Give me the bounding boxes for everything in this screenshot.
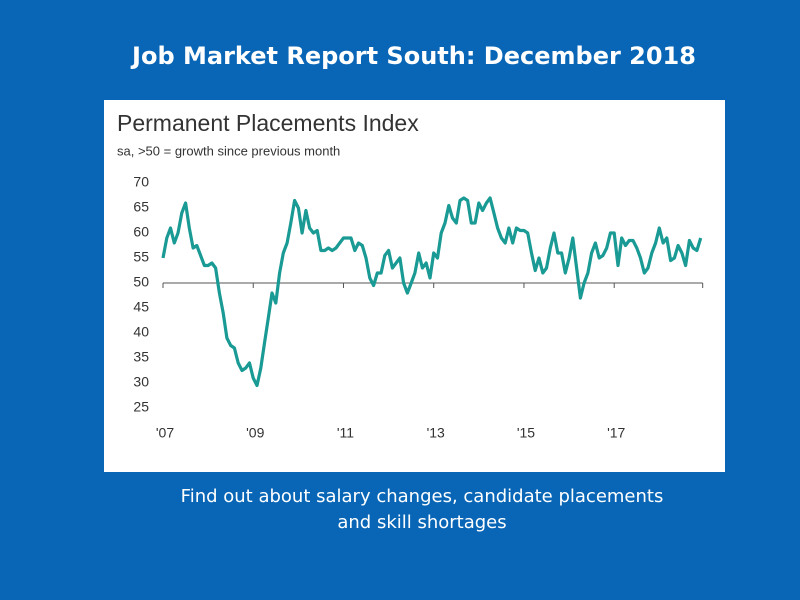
slide-title: Job Market Report South: December 2018 — [132, 42, 696, 70]
data-line — [161, 196, 703, 388]
y-tick-label: 45 — [133, 299, 149, 315]
x-tick-label: '07 — [156, 425, 174, 441]
y-tick-label: 30 — [133, 374, 149, 390]
x-tick-label: '11 — [337, 425, 354, 441]
y-tick-label: 40 — [133, 324, 149, 340]
x-tick-label: '15 — [517, 425, 535, 441]
y-tick-label: 70 — [133, 174, 149, 190]
footer-line: and skill shortages — [337, 512, 507, 533]
y-tick-label: 55 — [133, 249, 149, 265]
chart-title: Permanent Placements Index — [117, 110, 419, 136]
x-tick-label: '17 — [607, 425, 625, 441]
y-tick-label: 65 — [133, 199, 149, 215]
y-tick-label: 35 — [133, 349, 149, 365]
chart-panel — [104, 100, 725, 472]
footer-line: Find out about salary changes, candidate… — [180, 486, 664, 507]
y-tick-label: 25 — [133, 399, 149, 415]
x-tick-label: '13 — [427, 425, 445, 441]
y-tick-label: 50 — [133, 274, 149, 290]
footer: Find out about salary changes, candidate… — [0, 484, 800, 536]
chart-subtitle: sa, >50 = growth since previous month — [117, 143, 340, 158]
x-tick-label: '09 — [246, 425, 264, 441]
y-tick-label: 60 — [133, 224, 149, 240]
chart: Permanent Placements Index sa, >50 = gro… — [104, 100, 725, 472]
